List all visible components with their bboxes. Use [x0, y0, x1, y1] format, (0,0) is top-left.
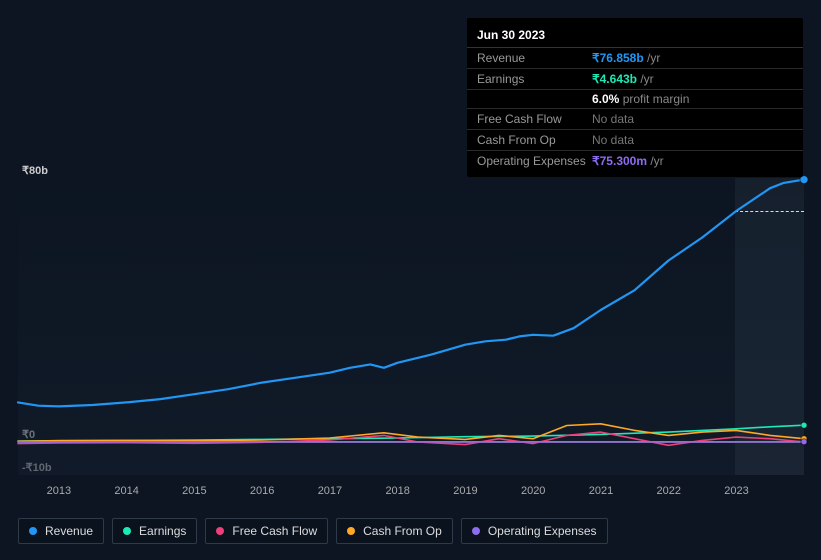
- tooltip-row: Cash From OpNo data: [467, 130, 803, 151]
- legend-dot-icon: [472, 527, 480, 535]
- series-end-opex: [801, 439, 807, 445]
- tooltip-date: Jun 30 2023: [467, 24, 803, 48]
- x-axis-tick-label: 2016: [250, 485, 274, 497]
- tooltip-row-label: Earnings: [477, 71, 592, 87]
- legend-label: Cash From Op: [363, 524, 442, 538]
- legend-item-fcf[interactable]: Free Cash Flow: [205, 518, 328, 544]
- tooltip-row: Free Cash FlowNo data: [467, 109, 803, 130]
- tooltip-row: Revenue₹76.858b /yr: [467, 48, 803, 69]
- legend-label: Operating Expenses: [488, 524, 597, 538]
- legend-item-revenue[interactable]: Revenue: [18, 518, 104, 544]
- tooltip-subrow: 6.0% profit margin: [467, 90, 803, 109]
- y-axis-tick-label: ₹80b: [22, 164, 48, 177]
- legend-dot-icon: [216, 527, 224, 535]
- x-axis-tick-label: 2015: [182, 485, 206, 497]
- tooltip-row-label: Operating Expenses: [477, 153, 592, 169]
- legend-item-cfo[interactable]: Cash From Op: [336, 518, 453, 544]
- series-end-earnings: [801, 422, 807, 428]
- tooltip-row-value: ₹76.858b /yr: [592, 50, 793, 66]
- x-axis-tick-label: 2022: [656, 485, 680, 497]
- tooltip-row-value: ₹75.300m /yr: [592, 153, 793, 169]
- x-axis-tick-label: 2021: [589, 485, 613, 497]
- tooltip-row: Operating Expenses₹75.300m /yr: [467, 151, 803, 171]
- legend-dot-icon: [29, 527, 37, 535]
- tooltip-row-value: No data: [592, 111, 793, 127]
- tooltip-row-value: ₹4.643b /yr: [592, 71, 793, 87]
- plot-svg: [18, 178, 804, 475]
- financial-chart: Jun 30 2023 Revenue₹76.858b /yrEarnings₹…: [0, 0, 821, 560]
- tooltip-row-label: Cash From Op: [477, 132, 592, 148]
- series-revenue: [18, 180, 804, 407]
- x-axis-tick-label: 2020: [521, 485, 545, 497]
- legend-label: Earnings: [139, 524, 186, 538]
- plot-area[interactable]: [18, 178, 804, 475]
- x-axis-tick-label: 2017: [318, 485, 342, 497]
- x-axis-tick-label: 2013: [47, 485, 71, 497]
- x-axis-tick-label: 2023: [724, 485, 748, 497]
- legend: Revenue Earnings Free Cash Flow Cash From O…: [18, 518, 608, 544]
- x-axis-tick-label: 2019: [453, 485, 477, 497]
- tooltip-panel: Jun 30 2023 Revenue₹76.858b /yrEarnings₹…: [467, 18, 803, 177]
- x-axis-tick-label: 2018: [385, 485, 409, 497]
- legend-label: Free Cash Flow: [232, 524, 317, 538]
- tooltip-row-value: No data: [592, 132, 793, 148]
- legend-item-opex[interactable]: Operating Expenses: [461, 518, 608, 544]
- legend-label: Revenue: [45, 524, 93, 538]
- tooltip-row-label: Revenue: [477, 50, 592, 66]
- series-cfo: [18, 424, 804, 442]
- legend-dot-icon: [123, 527, 131, 535]
- tooltip-row-label: Free Cash Flow: [477, 111, 592, 127]
- x-axis-tick-label: 2014: [114, 485, 138, 497]
- tooltip-row: Earnings₹4.643b /yr: [467, 69, 803, 90]
- legend-item-earnings[interactable]: Earnings: [112, 518, 197, 544]
- legend-dot-icon: [347, 527, 355, 535]
